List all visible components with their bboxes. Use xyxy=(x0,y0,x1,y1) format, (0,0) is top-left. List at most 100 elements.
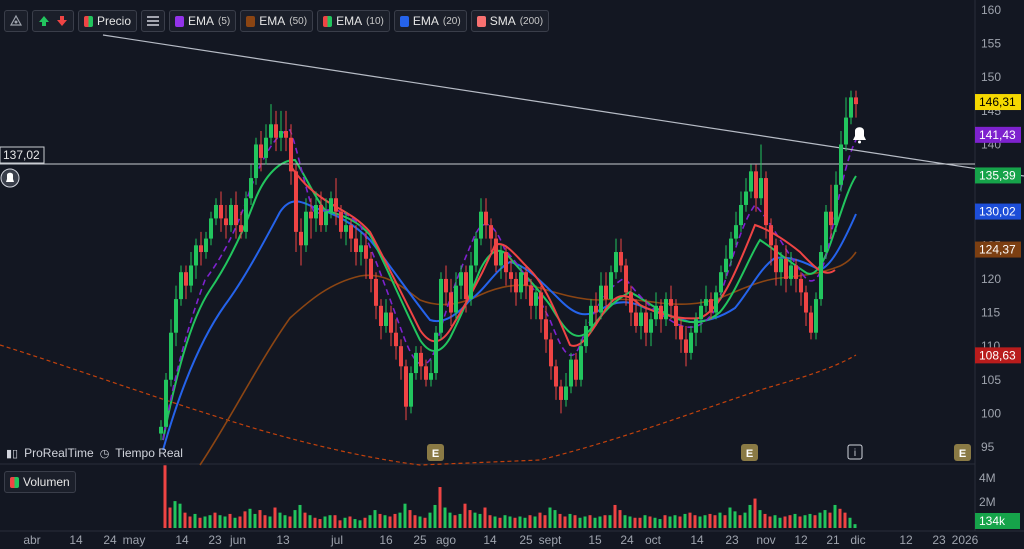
price-tag: 108,63 xyxy=(975,347,1021,364)
time-tick: 24 xyxy=(620,533,634,547)
volume-bar xyxy=(748,504,752,528)
volume-bar xyxy=(598,516,602,528)
time-tick: 23 xyxy=(932,533,946,547)
event-marker-e2[interactable]: E xyxy=(741,444,758,461)
candle xyxy=(669,285,673,320)
candle xyxy=(794,258,798,293)
candle xyxy=(459,265,463,300)
candle xyxy=(599,272,603,320)
candle xyxy=(709,292,713,320)
legend-ema50[interactable]: EMA (50) xyxy=(240,10,314,32)
candle xyxy=(399,339,403,380)
list-icon xyxy=(147,16,160,26)
candle xyxy=(324,198,328,232)
candle xyxy=(679,319,683,353)
price-legend-item[interactable]: Precio xyxy=(78,10,138,32)
time-tick: 14 xyxy=(69,533,83,547)
candle xyxy=(479,198,483,246)
volume-bar xyxy=(778,517,782,528)
candle xyxy=(824,204,828,259)
time-tick: sept xyxy=(539,533,562,547)
volume-bar xyxy=(228,513,232,528)
volume-bar xyxy=(423,517,427,528)
direction-buttons[interactable] xyxy=(32,10,74,32)
trendline xyxy=(102,34,1024,177)
legend-ema20[interactable]: EMA (20) xyxy=(393,10,467,32)
volume-bar xyxy=(548,507,552,528)
price-tag: 130,02 xyxy=(975,203,1021,220)
candle xyxy=(159,420,163,441)
candle xyxy=(294,164,298,253)
clock-icon: ◷ xyxy=(99,447,110,460)
candle xyxy=(644,299,648,347)
info-marker[interactable]: i xyxy=(847,444,863,460)
candle xyxy=(664,292,668,326)
arrow-up-icon xyxy=(39,16,49,26)
legend-ema5[interactable]: EMA (5) xyxy=(169,10,237,32)
event-marker-e1[interactable]: E xyxy=(427,444,444,461)
candle xyxy=(764,171,768,239)
volume-bar xyxy=(193,513,197,528)
volume-bar xyxy=(378,513,382,528)
list-menu-button[interactable] xyxy=(141,10,166,32)
volume-bar xyxy=(243,511,247,528)
legend-sma200[interactable]: SMA (200) xyxy=(470,10,550,32)
candle xyxy=(244,191,248,239)
volume-bar xyxy=(568,513,572,528)
volume-bar xyxy=(208,515,212,528)
volume-bar xyxy=(463,503,467,528)
price-alert-icon[interactable] xyxy=(853,127,866,144)
candles-group xyxy=(159,90,858,441)
candle xyxy=(799,272,803,306)
legend-ema10[interactable]: EMA (10) xyxy=(317,10,390,32)
volume-bar xyxy=(398,512,402,528)
candle-swatch-icon xyxy=(84,15,93,27)
candle xyxy=(369,252,373,293)
candle xyxy=(554,359,558,400)
alert-bell-icon[interactable] xyxy=(0,168,20,188)
candle xyxy=(534,285,538,320)
candle xyxy=(494,231,498,273)
event-marker-e3[interactable]: E xyxy=(954,444,971,461)
volume-bar xyxy=(773,515,777,528)
volume-bar xyxy=(823,510,827,528)
candle xyxy=(539,285,543,333)
volume-legend[interactable]: Volumen xyxy=(4,471,76,493)
candle xyxy=(419,346,423,380)
candle xyxy=(329,191,333,219)
volume-bar xyxy=(663,515,667,528)
candle xyxy=(514,272,518,306)
candle xyxy=(614,238,618,279)
candle xyxy=(314,191,318,232)
candle xyxy=(239,211,243,239)
volume-bar xyxy=(683,513,687,528)
volume-bar xyxy=(783,516,787,528)
volume-bar xyxy=(533,516,537,528)
ema5-param: (5) xyxy=(218,15,231,27)
volume-bar xyxy=(438,487,442,528)
candle xyxy=(409,366,413,414)
candle xyxy=(689,325,693,360)
volume-bar xyxy=(303,512,307,528)
time-axis: abr 14 24 may 14 23 jun 13 jul 16 25 ago 14 25 sept 15 2… xyxy=(23,533,978,547)
volume-bar xyxy=(418,516,422,528)
volume-bar xyxy=(648,516,652,528)
price-tick: 160 xyxy=(981,3,1001,17)
indicator-legend: Precio EMA (5) EMA (50) EMA (10) EMA (20) SM… xyxy=(4,10,550,32)
volume-bar xyxy=(188,516,192,528)
drawing-tools-button[interactable] xyxy=(4,10,28,32)
volume-bar xyxy=(698,516,702,528)
volume-bar xyxy=(843,512,847,528)
candle xyxy=(519,265,523,300)
candle xyxy=(594,292,598,326)
candle xyxy=(804,285,808,326)
candle xyxy=(739,191,743,232)
volume-bar xyxy=(278,512,282,528)
volume-bar xyxy=(368,515,372,528)
candle xyxy=(229,198,233,232)
candle xyxy=(319,191,323,232)
volume-bar xyxy=(198,517,202,528)
candle xyxy=(609,265,613,306)
candle xyxy=(834,171,838,232)
volume-bar xyxy=(293,510,297,528)
